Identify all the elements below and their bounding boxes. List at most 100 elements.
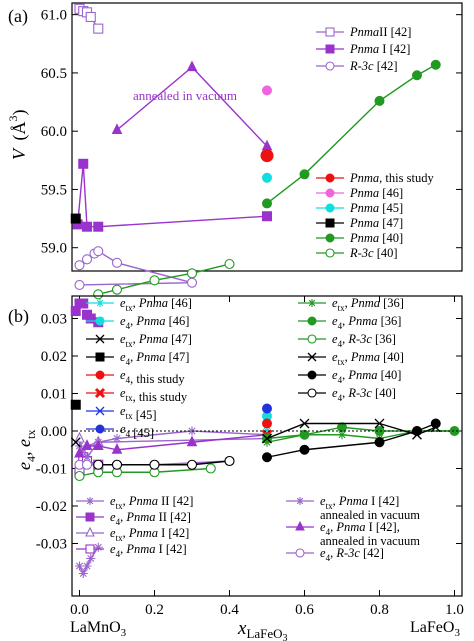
data-point <box>78 158 89 169</box>
legend-item: e4, Pnma I [42],annealed in vacuum <box>286 520 420 548</box>
data-point <box>299 429 310 440</box>
x-tick-label: 1.0 <box>445 602 464 618</box>
data-point <box>262 172 272 183</box>
legend-label: e4, Pnma II [42] <box>110 510 191 527</box>
data-point <box>93 221 104 232</box>
legend-item: e4, R-3c [42] <box>286 546 384 563</box>
legend-item: e4, Pnma II [42] <box>76 510 191 527</box>
x-end-label-left: LaMnO3 <box>70 619 127 639</box>
panel-a-ylabel: V (Å3) <box>6 110 30 161</box>
legend-item: e4, Pnma [40] <box>298 368 401 385</box>
legend-label: Pnma I [42] <box>349 42 410 56</box>
legend-label: Pnma [46] <box>349 186 403 200</box>
series <box>260 149 274 163</box>
data-point <box>111 459 123 470</box>
legend-item: etx, Pnma II [42] <box>76 494 193 511</box>
legend-item: e4, Pnma [46] <box>86 314 189 331</box>
series <box>75 542 103 578</box>
panel-a-data <box>70 3 441 300</box>
series <box>262 85 272 96</box>
y-tick-label: 0.02 <box>41 349 67 365</box>
data-point <box>74 260 85 271</box>
legend-marker <box>307 388 317 398</box>
data-point <box>81 459 93 470</box>
data-point <box>81 439 93 450</box>
panel-a-frame <box>71 2 463 272</box>
panel-b: (b) -0.03-0.02-0.010.000.010.020.03 0.0 0… <box>8 295 464 641</box>
panel-b-label: (b) <box>8 306 29 327</box>
legend-item: e4, Pnma [47] <box>86 350 189 367</box>
series-line <box>266 430 455 443</box>
series <box>262 59 441 209</box>
y-tick-label: 0.03 <box>41 312 67 328</box>
legend-marker <box>296 497 304 505</box>
data-point <box>93 23 104 34</box>
x-tick-label: 0.0 <box>70 602 89 618</box>
data-point <box>374 437 385 448</box>
data-point <box>111 123 123 135</box>
data-point <box>149 275 160 286</box>
legend-label: e4 [45] <box>120 422 154 440</box>
data-point <box>299 169 310 180</box>
x-tick-label: 0.2 <box>145 602 164 618</box>
series-line <box>79 434 268 454</box>
data-point <box>93 459 104 470</box>
legend-item: e4, R-3c [36] <box>298 332 396 349</box>
data-point <box>78 569 88 578</box>
legend-label: etx, Pnma I [42] <box>110 526 189 543</box>
data-point <box>299 418 310 429</box>
legend-marker <box>308 299 316 307</box>
data-point <box>260 149 274 163</box>
panel-a-ylabel-sup: 3 <box>6 116 20 122</box>
legend-label: e4, Pnma [47] <box>120 350 189 367</box>
legend-label: Pnma [45] <box>349 201 403 215</box>
panel-a-ylabel-close: ) <box>9 110 30 116</box>
legend-b-bottom-left: etx, Pnma II [42]e4, Pnma II [42]etx, Pn… <box>76 494 193 559</box>
legend-item: e4, Pnma [36] <box>298 314 401 331</box>
legend-item: Pnma, this study <box>316 171 434 185</box>
legend-marker <box>325 203 335 213</box>
legend-item: Pnma [47] <box>316 216 403 230</box>
legend-a-top: PnmaII [42] Pnma I [42] R-3c [42] <box>316 25 411 73</box>
data-point <box>262 452 272 463</box>
legend-label: e4, Pnma I [42], <box>320 520 400 537</box>
legend-label-line2: annealed in vacuum <box>320 534 420 548</box>
series <box>72 158 272 232</box>
legend-label: Pnma [40] <box>349 231 403 245</box>
legend-item: etx, this study <box>86 386 188 404</box>
legend-marker <box>295 520 305 531</box>
y-tick-label: 0.00 <box>41 424 67 440</box>
legend-marker <box>325 61 335 71</box>
y-tick-label: 59.0 <box>41 241 67 257</box>
legend-label: etx, Pnma [40] <box>332 350 404 367</box>
data-point <box>186 435 198 447</box>
data-point <box>412 70 422 81</box>
legend-item: Pnma [46] <box>316 186 403 200</box>
legend-item: PnmaII [42] <box>316 25 411 39</box>
data-point <box>262 418 272 429</box>
data-point <box>205 463 216 474</box>
legend-label: etx, Pnma I [42] <box>320 494 399 511</box>
legend-marker <box>85 544 95 554</box>
legend-item: R-3c [40] <box>316 246 398 260</box>
data-point <box>337 430 347 440</box>
legend-item: Pnma I [42] <box>316 42 410 56</box>
series <box>262 418 272 429</box>
legend-label: e4, Pnma [36] <box>332 314 401 331</box>
data-point <box>82 221 92 232</box>
series-line <box>116 66 268 147</box>
legend-label: e4, Pnma I [42] <box>110 542 187 559</box>
data-point <box>186 268 198 279</box>
data-point <box>262 211 272 222</box>
series <box>74 246 198 291</box>
data-point <box>70 399 81 410</box>
legend-item: etx, Pnma [46] <box>86 296 192 313</box>
data-point <box>75 561 84 571</box>
data-point <box>224 258 235 270</box>
data-point <box>111 443 123 454</box>
panel-a-ylabel-main: V <box>9 147 29 160</box>
series <box>262 172 272 183</box>
legend-b-top-left: etx, Pnma [46]e4, Pnma [46]etx, Pnma [47… <box>86 296 192 440</box>
panel-b-ylabel: e4, etx <box>14 430 38 470</box>
